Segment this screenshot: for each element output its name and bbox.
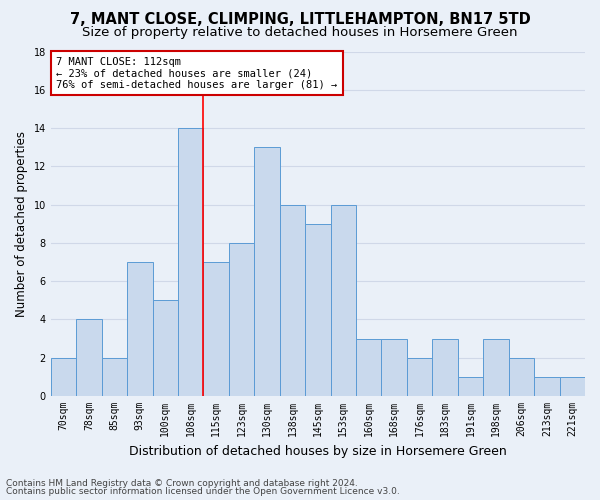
- X-axis label: Distribution of detached houses by size in Horsemere Green: Distribution of detached houses by size …: [129, 444, 507, 458]
- Bar: [229, 243, 254, 396]
- Bar: [254, 147, 280, 396]
- Bar: [305, 224, 331, 396]
- Bar: [534, 377, 560, 396]
- Y-axis label: Number of detached properties: Number of detached properties: [15, 131, 28, 317]
- Bar: [407, 358, 433, 396]
- Bar: [382, 338, 407, 396]
- Bar: [356, 338, 382, 396]
- Bar: [152, 300, 178, 396]
- Bar: [331, 204, 356, 396]
- Text: Contains public sector information licensed under the Open Government Licence v3: Contains public sector information licen…: [6, 487, 400, 496]
- Bar: [560, 377, 585, 396]
- Bar: [433, 338, 458, 396]
- Bar: [203, 262, 229, 396]
- Bar: [458, 377, 483, 396]
- Text: Size of property relative to detached houses in Horsemere Green: Size of property relative to detached ho…: [82, 26, 518, 39]
- Bar: [51, 358, 76, 396]
- Text: 7 MANT CLOSE: 112sqm
← 23% of detached houses are smaller (24)
76% of semi-detac: 7 MANT CLOSE: 112sqm ← 23% of detached h…: [56, 56, 337, 90]
- Text: 7, MANT CLOSE, CLIMPING, LITTLEHAMPTON, BN17 5TD: 7, MANT CLOSE, CLIMPING, LITTLEHAMPTON, …: [70, 12, 530, 28]
- Bar: [178, 128, 203, 396]
- Bar: [101, 358, 127, 396]
- Bar: [509, 358, 534, 396]
- Bar: [127, 262, 152, 396]
- Bar: [76, 320, 101, 396]
- Bar: [280, 204, 305, 396]
- Bar: [483, 338, 509, 396]
- Text: Contains HM Land Registry data © Crown copyright and database right 2024.: Contains HM Land Registry data © Crown c…: [6, 478, 358, 488]
